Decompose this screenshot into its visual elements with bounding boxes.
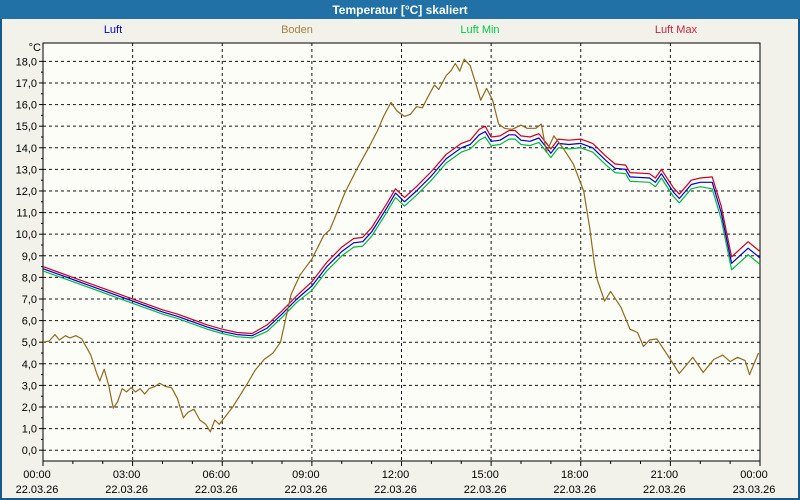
y-tick-label: 9,0 [22, 251, 37, 263]
x-tick-date-label: 22.03.26 [284, 484, 327, 496]
y-axis-unit-label: °C [29, 42, 41, 54]
window-title: Temperatur [°C] skaliert [332, 3, 467, 17]
x-tick-date-label: 22.03.26 [464, 484, 507, 496]
y-tick-label: 6,0 [22, 316, 37, 328]
y-tick-label: 8,0 [22, 272, 37, 284]
x-tick-time-label: 00:00 [23, 469, 51, 481]
y-tick-label: 18,0 [16, 56, 37, 68]
x-tick-date-label: 22.03.26 [374, 484, 417, 496]
x-tick-time-label: 09:00 [292, 469, 320, 481]
x-tick-date-label: 22.03.26 [643, 484, 686, 496]
y-tick-label: 5,0 [22, 337, 37, 349]
x-tick-date-label: 23.03.26 [733, 484, 776, 496]
y-tick-label: 15,0 [16, 121, 37, 133]
x-tick-time-label: 12:00 [382, 469, 410, 481]
series-line-luft-min [42, 136, 761, 339]
x-tick-time-label: 06:00 [202, 469, 230, 481]
x-tick-time-label: 21:00 [651, 469, 679, 481]
chart-gridlines [43, 43, 760, 461]
window-titlebar [0, 0, 800, 19]
chart-axis-ticks [39, 60, 761, 466]
chart-series [42, 58, 761, 433]
y-tick-label: 3,0 [22, 380, 37, 392]
x-tick-date-label: 22.03.26 [195, 484, 238, 496]
x-tick-date-label: 22.03.26 [16, 484, 59, 496]
x-tick-time-label: 18:00 [561, 469, 589, 481]
y-tick-label: 16,0 [16, 100, 37, 112]
series-line-luft [42, 131, 761, 337]
x-tick-date-label: 22.03.26 [105, 484, 148, 496]
series-line-boden [42, 58, 760, 433]
y-tick-label: 7,0 [22, 294, 37, 306]
chart-tick-labels: 0,0 1,0 2,0 3,0 4,0 5,0 6,0 7,0 8,0 9,0 10,0 11,0 12… [16, 56, 776, 496]
y-tick-label: 12,0 [16, 186, 37, 198]
y-tick-label: 1,0 [22, 424, 37, 436]
y-tick-label: 13,0 [16, 164, 37, 176]
legend-item-luft-min: Luft Min [460, 24, 499, 36]
y-tick-label: 0,0 [22, 445, 37, 457]
y-tick-label: 10,0 [16, 229, 37, 241]
y-tick-label: 11,0 [16, 208, 37, 220]
x-tick-time-label: 00:00 [740, 469, 768, 481]
legend-item-luft: Luft [104, 24, 122, 36]
x-tick-date-label: 22.03.26 [553, 484, 596, 496]
legend-item-luft-max: Luft Max [655, 24, 698, 36]
series-line-luft-max [42, 125, 761, 335]
x-tick-time-label: 03:00 [113, 469, 141, 481]
legend-item-boden: Boden [281, 24, 313, 36]
x-tick-time-label: 15:00 [471, 469, 499, 481]
y-tick-label: 4,0 [22, 359, 37, 371]
y-tick-label: 2,0 [22, 402, 37, 414]
y-tick-label: 17,0 [16, 78, 37, 90]
chart-legend: Luft Boden Luft Min Luft Max [104, 24, 698, 36]
y-tick-label: 14,0 [16, 143, 37, 155]
